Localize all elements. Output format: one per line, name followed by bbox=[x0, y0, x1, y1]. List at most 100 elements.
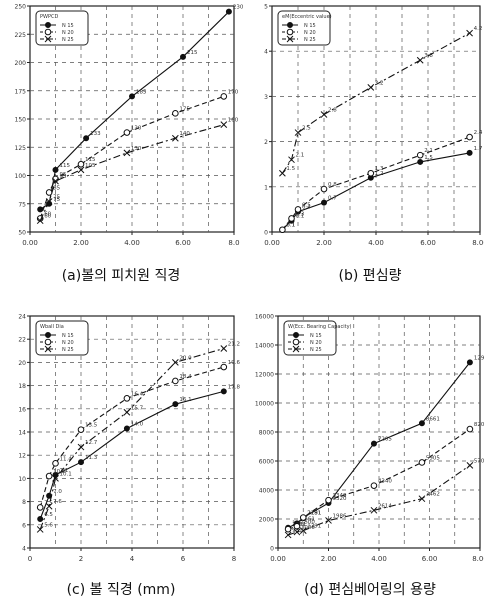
legend: PWPCD N 15N 20N 25 bbox=[35, 10, 89, 46]
y-tick-label: 50 bbox=[18, 230, 26, 237]
data-point bbox=[36, 217, 44, 225]
legend-title: W(Ecc. Bearing Capacity) bbox=[288, 324, 352, 330]
x-tick-label: 2 bbox=[79, 555, 83, 563]
data-label: 0.3 bbox=[296, 211, 305, 217]
data-point bbox=[416, 56, 424, 64]
data-label: 3320 bbox=[333, 496, 347, 502]
data-label: 1000 bbox=[301, 525, 315, 531]
data-label: 20.0 bbox=[179, 355, 192, 361]
data-label: 75 bbox=[53, 197, 60, 203]
x-tick-label: 6.00 bbox=[420, 239, 436, 247]
legend-box bbox=[283, 320, 337, 356]
legend-marker bbox=[292, 338, 300, 346]
data-label: 0.7 bbox=[328, 196, 337, 202]
legend-marker bbox=[286, 21, 293, 28]
legend-label: N 15 bbox=[310, 333, 322, 339]
marker-stroke bbox=[299, 527, 307, 534]
y-tick-label: 20 bbox=[18, 360, 26, 367]
data-point bbox=[36, 504, 44, 511]
x-tick-label: 2.00 bbox=[321, 555, 337, 563]
data-point bbox=[220, 345, 228, 352]
data-label: 115 bbox=[85, 157, 96, 163]
data-label: 11.3 bbox=[85, 455, 98, 461]
caption-c: (c) 볼 직경 (mm) bbox=[67, 582, 176, 598]
data-point bbox=[299, 514, 307, 521]
data-label: 10.1 bbox=[60, 471, 72, 477]
marker-stroke bbox=[44, 345, 52, 353]
y-tick-label: 200 bbox=[15, 60, 27, 67]
y-tick-label: 4000 bbox=[259, 488, 274, 495]
series-n-20: 1381150021813340434059058205 bbox=[284, 422, 484, 533]
legend-marker bbox=[286, 35, 294, 43]
data-label: 5905 bbox=[426, 455, 440, 461]
data-label: 12998 bbox=[474, 355, 484, 361]
y-tick-label: 2 bbox=[264, 139, 268, 146]
series-n-15: 6.5 7.0 7.1 11.3 14.0 16.1 17.8 bbox=[37, 384, 241, 523]
data-point bbox=[284, 531, 292, 539]
data-point bbox=[36, 526, 44, 533]
data-label: 130 bbox=[131, 146, 142, 152]
series-n-25: 60 75 95 105 130 140 160 bbox=[36, 118, 239, 225]
x-tick-label: 8.00 bbox=[472, 239, 484, 247]
y-tick-label: 1 bbox=[264, 184, 268, 191]
data-label: 160 bbox=[228, 118, 239, 124]
data-point bbox=[45, 472, 53, 480]
marker-stroke bbox=[36, 526, 44, 533]
data-point bbox=[370, 506, 378, 514]
marker-stroke bbox=[44, 35, 52, 43]
legend-marker bbox=[44, 28, 52, 36]
y-tick-label: 100 bbox=[15, 173, 27, 180]
marker-stroke bbox=[220, 121, 228, 129]
data-point bbox=[367, 84, 375, 91]
marker-stroke bbox=[36, 217, 44, 225]
data-label: 2.1 bbox=[296, 153, 305, 159]
data-label: 14.0 bbox=[131, 422, 144, 428]
y-tick-label: 4 bbox=[22, 546, 26, 553]
y-tick-label: 3 bbox=[264, 94, 268, 101]
legend-box bbox=[277, 10, 331, 46]
y-tick-label: 8000 bbox=[259, 430, 274, 437]
legend-label: N 15 bbox=[62, 23, 74, 29]
data-label: 15.7 bbox=[131, 405, 144, 411]
data-point bbox=[123, 408, 131, 416]
data-label: 185 bbox=[136, 89, 147, 95]
data-point bbox=[370, 482, 378, 489]
legend-box bbox=[35, 10, 89, 46]
marker-stroke bbox=[45, 502, 53, 510]
data-label: 5705 bbox=[474, 458, 484, 464]
x-tick-label: 0.00 bbox=[270, 555, 286, 563]
legend: W(Ecc. Bearing Capacity) N 15N 20N 25 bbox=[283, 320, 352, 356]
data-label: 1.7 bbox=[474, 146, 483, 152]
data-point bbox=[179, 53, 186, 60]
data-label: 7.5 bbox=[44, 500, 53, 506]
x-tick-label: 6.00 bbox=[422, 555, 438, 563]
legend-label: N 15 bbox=[304, 23, 316, 29]
y-tick-label: 16000 bbox=[255, 314, 274, 321]
data-label: 115 bbox=[60, 163, 71, 169]
data-label: 2191 bbox=[307, 511, 321, 517]
marker-stroke bbox=[77, 166, 85, 174]
data-label: 7.0 bbox=[53, 489, 62, 495]
data-label: 60 bbox=[44, 211, 51, 217]
data-label: 85 bbox=[53, 185, 60, 191]
y-tick-label: 250 bbox=[15, 4, 27, 11]
data-label: 0.5 bbox=[302, 202, 311, 208]
legend: Wball Dia N 15N 20N 25 bbox=[35, 320, 89, 356]
data-point bbox=[417, 158, 424, 165]
data-label: 7.1 bbox=[60, 468, 69, 474]
marker-stroke bbox=[418, 495, 426, 503]
legend-marker bbox=[45, 331, 52, 338]
data-point bbox=[320, 111, 328, 118]
data-point bbox=[418, 495, 426, 503]
marker-stroke bbox=[325, 517, 332, 524]
data-label: 19.6 bbox=[228, 360, 241, 366]
y-tick-label: 14 bbox=[18, 430, 26, 437]
y-tick-label: 6 bbox=[22, 522, 26, 529]
y-tick-label: 14000 bbox=[255, 343, 274, 350]
data-point bbox=[225, 8, 232, 15]
data-label: 0.1 bbox=[286, 223, 295, 229]
series-n-20: 0.10.3 0.5 0.8 1.3 2.1 2.4 bbox=[279, 130, 483, 234]
data-point bbox=[293, 522, 301, 530]
data-point bbox=[466, 461, 474, 469]
marker-stroke bbox=[294, 129, 302, 136]
